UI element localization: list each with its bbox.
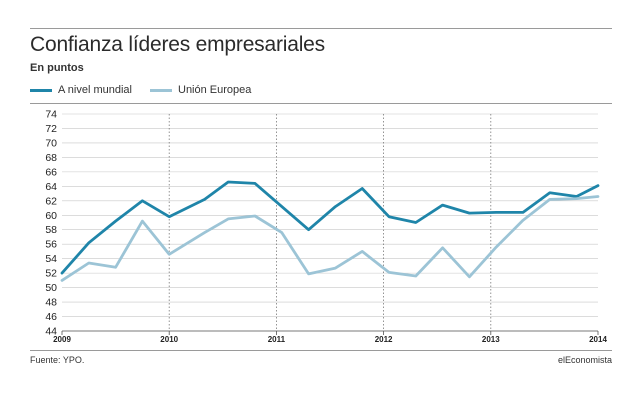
legend: A nivel mundial Unión Europea (30, 84, 269, 96)
y-tick-label-72: 72 (45, 123, 57, 135)
legend-item-eu: Unión Europea (150, 84, 251, 96)
y-tick-label-74: 74 (45, 109, 57, 121)
legend-label-world: A nivel mundial (58, 84, 132, 96)
x-tick-label-2013: 2013 (482, 335, 500, 344)
y-tick-label-46: 46 (45, 311, 57, 323)
y-tick-label-66: 66 (45, 166, 57, 178)
series-line-world (60, 180, 600, 275)
y-tick-label-50: 50 (45, 282, 57, 294)
y-tick-label-70: 70 (45, 137, 57, 149)
legend-swatch-eu (150, 88, 172, 92)
brand-label: elEconomista (557, 355, 612, 365)
series-line-eu (60, 195, 600, 282)
y-tick-label-68: 68 (45, 152, 57, 164)
x-tick-label-2011: 2011 (268, 335, 286, 344)
legend-rule (30, 103, 612, 104)
y-tick-label-48: 48 (45, 297, 57, 309)
x-tick-label-2014: 2014 (589, 335, 607, 344)
y-tick-label-62: 62 (45, 195, 57, 207)
source-note: Fuente: YPO. (30, 355, 85, 365)
y-tick-label-56: 56 (45, 239, 57, 251)
y-tick-label-44: 44 (45, 326, 57, 338)
y-tick-label-58: 58 (45, 224, 57, 236)
x-tick-label-2009: 2009 (53, 335, 71, 344)
x-tick-label-2010: 2010 (160, 335, 178, 344)
chart-subtitle: En puntos (30, 62, 84, 74)
legend-swatch-world (30, 88, 52, 92)
y-tick-label-54: 54 (45, 253, 57, 265)
y-tick-label-52: 52 (45, 268, 57, 280)
legend-item-world: A nivel mundial (30, 84, 132, 96)
x-tick-label-2012: 2012 (375, 335, 393, 344)
chart-title: Confianza líderes empresariales (30, 33, 325, 56)
legend-label-eu: Unión Europea (178, 84, 252, 96)
bottom-rule (30, 350, 612, 351)
y-tick-label-64: 64 (45, 181, 57, 193)
top-rule (30, 28, 612, 29)
y-tick-label-60: 60 (45, 210, 57, 222)
